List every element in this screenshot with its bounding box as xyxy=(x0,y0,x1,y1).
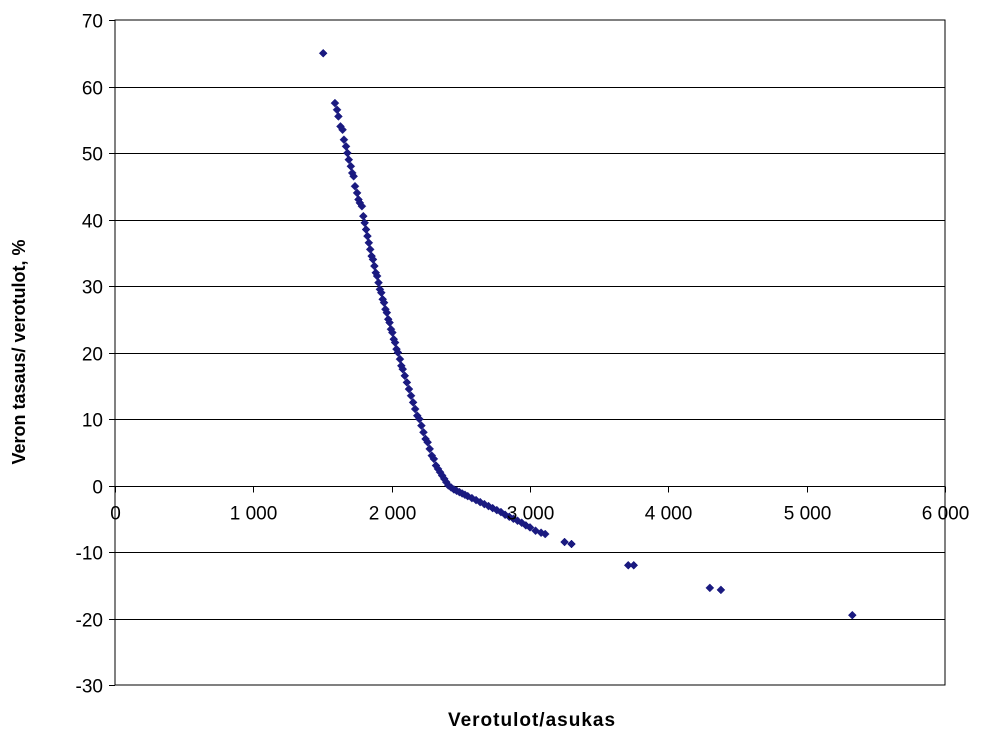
data-point xyxy=(408,398,418,407)
data-point xyxy=(346,161,356,171)
data-point xyxy=(423,437,432,447)
data-point xyxy=(318,48,328,58)
y-tick-label: 10 xyxy=(82,411,103,432)
data-point xyxy=(334,112,343,121)
gridlines xyxy=(115,87,945,620)
data-point xyxy=(344,155,354,165)
data-point xyxy=(330,98,340,108)
data-point xyxy=(629,560,639,570)
data-point xyxy=(425,444,435,454)
data-point xyxy=(847,610,857,620)
y-tick-labels: -30 -20 -10 0 10 20 30 40 50 60 70 xyxy=(76,12,103,698)
data-point xyxy=(402,378,412,387)
data-point xyxy=(567,539,576,549)
y-tick-label: 60 xyxy=(82,79,103,100)
data-point xyxy=(364,238,374,248)
y-axis-title: Veron tasaus/ verotulot, % xyxy=(9,239,29,464)
data-point xyxy=(365,245,375,254)
data-point xyxy=(338,125,347,135)
x-tick-labels: 0 1 000 2 000 3 000 4 000 5 000 6 000 xyxy=(110,504,969,525)
data-points xyxy=(318,48,857,620)
y-tick-label: 70 xyxy=(82,12,103,33)
data-point xyxy=(350,181,360,191)
data-point xyxy=(414,414,424,424)
y-tick-label: 0 xyxy=(92,478,103,499)
data-point xyxy=(400,371,410,381)
data-point xyxy=(395,354,405,364)
y-tick-label: 30 xyxy=(82,278,103,299)
data-point xyxy=(560,537,569,547)
data-point xyxy=(525,523,535,532)
x-tick-label: 2 000 xyxy=(369,504,417,525)
x-tick-label: 1 000 xyxy=(230,504,278,525)
data-point xyxy=(410,404,420,414)
plot-frame xyxy=(114,19,946,686)
axes xyxy=(109,19,946,686)
x-tick-label: 6 000 xyxy=(922,504,970,525)
data-point xyxy=(339,135,349,145)
y-tick-label: 20 xyxy=(82,345,103,366)
x-axis-title: Verotulot/asukas xyxy=(448,710,616,731)
x-tick-label: 5 000 xyxy=(784,504,832,525)
data-point xyxy=(406,391,416,401)
data-point xyxy=(358,211,368,221)
x-tick-label: 4 000 xyxy=(645,504,693,525)
data-point xyxy=(357,201,367,211)
y-tick-label: -20 xyxy=(76,611,103,632)
y-tick-label: 50 xyxy=(82,145,103,166)
data-point xyxy=(343,148,352,158)
data-point xyxy=(363,231,372,241)
data-point xyxy=(341,141,351,151)
data-point xyxy=(393,348,403,357)
data-point xyxy=(429,454,439,464)
y-tick-label: -30 xyxy=(76,677,103,698)
x-tick-label: 3 000 xyxy=(507,504,555,525)
data-point xyxy=(398,364,408,374)
data-point xyxy=(370,261,379,271)
x-tick-label: 0 xyxy=(110,504,121,525)
y-tick-label: -10 xyxy=(76,544,103,565)
data-point xyxy=(417,421,426,431)
data-point xyxy=(540,529,550,539)
data-point xyxy=(349,171,358,181)
data-point xyxy=(404,384,414,394)
data-point xyxy=(419,427,428,437)
data-point xyxy=(361,225,371,234)
y-tick-label: 40 xyxy=(82,212,103,233)
data-point xyxy=(705,583,715,593)
data-point xyxy=(352,188,362,198)
data-point xyxy=(716,585,726,595)
data-point xyxy=(332,105,342,115)
data-point xyxy=(374,278,383,288)
